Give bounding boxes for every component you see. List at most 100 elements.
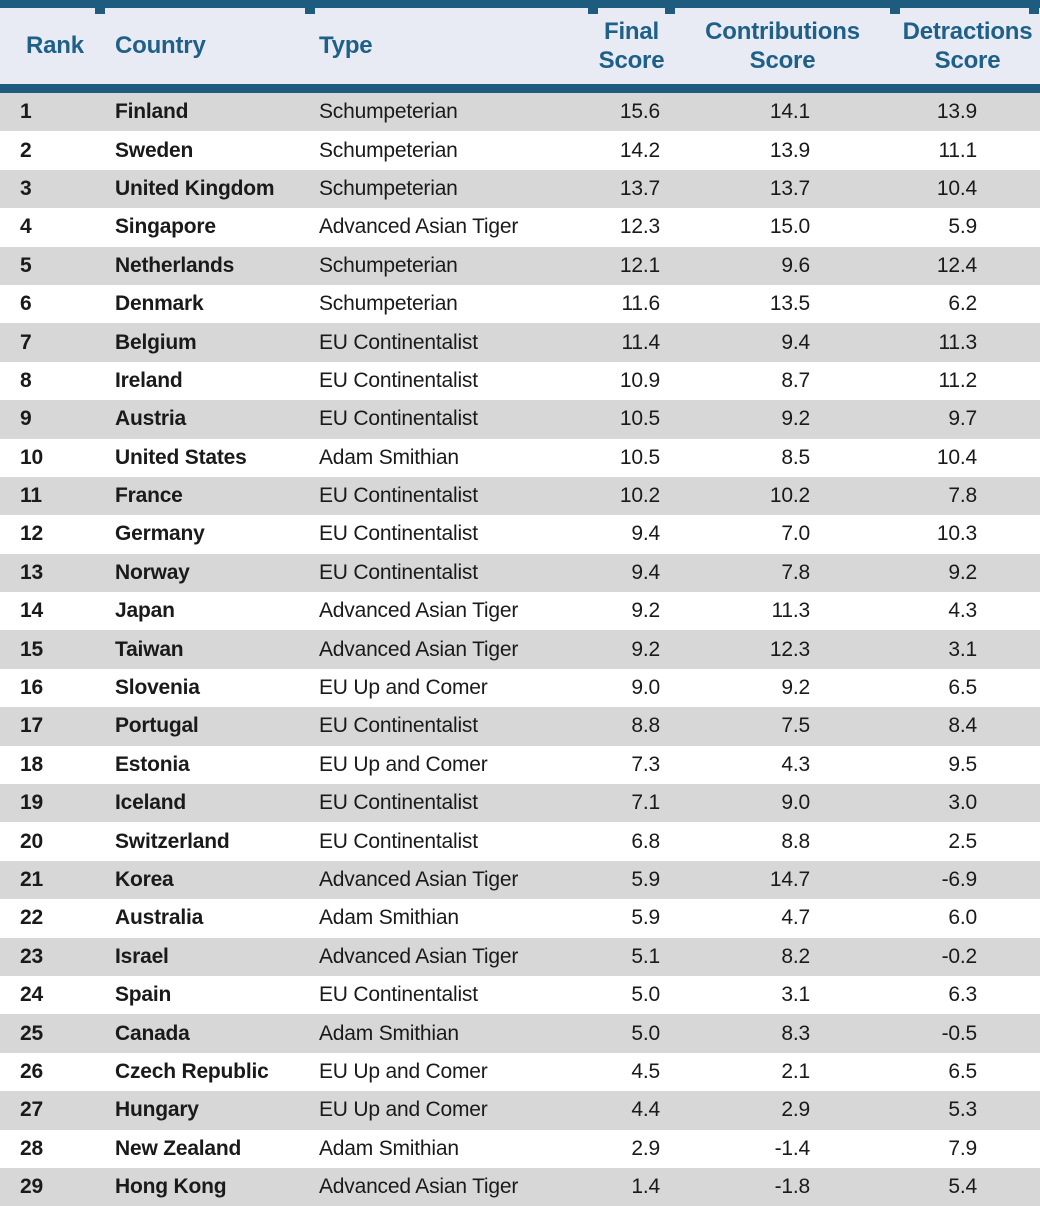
cell-type: Advanced Asian Tiger bbox=[319, 1175, 519, 1199]
table-row: 23 Israel Advanced Asian Tiger 5.1 8.2 -0.2 bbox=[0, 937, 1040, 976]
cell-type: Advanced Asian Tiger bbox=[319, 868, 519, 891]
table-row: 27 Hungary EU Up and Comer 4.4 2.9 5.3 bbox=[0, 1091, 1040, 1130]
cell-detractions: 8.4 bbox=[948, 714, 977, 738]
cell-country: Germany bbox=[115, 522, 205, 546]
cell-contributions: -1.8 bbox=[774, 1175, 811, 1199]
header-row: Rank Country Type Final Score Contributi… bbox=[0, 8, 1040, 93]
cell-contributions: 13.9 bbox=[769, 138, 810, 162]
cell-type: Schumpeterian bbox=[319, 100, 458, 124]
cell-country: Austria bbox=[115, 407, 186, 431]
cell-contributions: 8.5 bbox=[781, 445, 810, 469]
cell-final: 5.0 bbox=[631, 1021, 660, 1045]
cell-type: EU Up and Comer bbox=[319, 1059, 488, 1083]
cell-contributions: 14.7 bbox=[769, 868, 810, 891]
cell-rank: 13 bbox=[20, 560, 43, 584]
cell-contributions: 9.2 bbox=[781, 407, 810, 431]
table-row: 17 Portugal EU Continentalist 8.8 7.5 8.4 bbox=[0, 707, 1040, 746]
cell-type: Schumpeterian bbox=[319, 176, 458, 200]
cell-type: EU Continentalist bbox=[319, 330, 478, 354]
cell-country: United States bbox=[115, 445, 247, 469]
cell-final: 5.9 bbox=[631, 868, 660, 891]
cell-type: EU Continentalist bbox=[319, 484, 478, 508]
cell-final: 13.7 bbox=[619, 176, 660, 200]
cell-rank: 18 bbox=[20, 752, 43, 776]
cell-country: Netherlands bbox=[115, 253, 235, 277]
cell-country: United Kingdom bbox=[115, 176, 275, 200]
cell-rank: 4 bbox=[20, 215, 32, 239]
cell-contributions: 9.4 bbox=[781, 330, 810, 354]
cell-country: Finland bbox=[115, 100, 189, 124]
table-row: 3 United Kingdom Schumpeterian 13.7 13.7 10.4 bbox=[0, 169, 1040, 209]
cell-contributions: 8.8 bbox=[781, 829, 810, 853]
column-divider-tick bbox=[890, 8, 900, 14]
cell-contributions: 9.6 bbox=[781, 253, 810, 277]
header-contributions-score: Contributions Score bbox=[670, 8, 895, 93]
cell-rank: 24 bbox=[20, 983, 43, 1007]
cell-rank: 17 bbox=[20, 714, 43, 738]
cell-final: 9.2 bbox=[631, 599, 660, 623]
table-row: 4 Singapore Advanced Asian Tiger 12.3 15.0 5.… bbox=[0, 208, 1040, 247]
cell-country: Czech Republic bbox=[115, 1059, 269, 1083]
cell-contributions: 14.1 bbox=[769, 100, 810, 124]
cell-detractions: 13.9 bbox=[936, 100, 977, 124]
cell-country: Belgium bbox=[115, 330, 197, 354]
cell-detractions: 7.8 bbox=[948, 484, 977, 508]
cell-final: 5.9 bbox=[631, 906, 660, 930]
cell-final: 9.4 bbox=[631, 560, 660, 584]
cell-contributions: 4.7 bbox=[781, 906, 810, 930]
cell-contributions: -1.4 bbox=[774, 1136, 811, 1160]
header-type: Type bbox=[310, 8, 593, 93]
cell-detractions: 11.1 bbox=[938, 138, 977, 162]
cell-type: EU Continentalist bbox=[319, 368, 478, 392]
table-row: 2 Sweden Schumpeterian 14.2 13.9 11.1 bbox=[0, 131, 1040, 170]
cell-final: 10.9 bbox=[619, 368, 660, 392]
cell-country: Korea bbox=[115, 868, 174, 891]
cell-contributions: 8.7 bbox=[781, 368, 810, 392]
cell-detractions: -0.2 bbox=[941, 944, 978, 968]
cell-type: Advanced Asian Tiger bbox=[319, 599, 519, 623]
cell-final: 10.5 bbox=[619, 407, 660, 431]
cell-rank: 2 bbox=[20, 138, 32, 162]
cell-detractions: 3.1 bbox=[948, 637, 977, 661]
cell-country: Switzerland bbox=[115, 829, 230, 853]
cell-rank: 25 bbox=[20, 1021, 43, 1045]
cell-final: 9.2 bbox=[631, 637, 660, 661]
cell-contributions: 7.5 bbox=[781, 714, 810, 738]
cell-final: 14.2 bbox=[619, 138, 660, 162]
cell-final: 12.1 bbox=[619, 253, 660, 277]
cell-detractions: 5.4 bbox=[948, 1175, 977, 1199]
table-row: 14 Japan Advanced Asian Tiger 9.2 11.3 4.3 bbox=[0, 592, 1040, 631]
table-row: 22 Australia Adam Smithian 5.9 4.7 6.0 bbox=[0, 899, 1040, 938]
table-row: 25 Canada Adam Smithian 5.0 8.3 -0.5 bbox=[0, 1014, 1040, 1053]
cell-final: 4.4 bbox=[631, 1098, 660, 1122]
cell-final: 11.6 bbox=[621, 292, 660, 316]
cell-final: 7.1 bbox=[631, 791, 660, 815]
table-row: 10 United States Adam Smithian 10.5 8.5 10.4 bbox=[0, 438, 1040, 477]
cell-final: 11.4 bbox=[621, 330, 660, 354]
cell-rank: 12 bbox=[20, 522, 43, 546]
cell-final: 5.0 bbox=[631, 983, 660, 1007]
cell-type: EU Continentalist bbox=[319, 983, 478, 1007]
cell-country: Ireland bbox=[115, 368, 183, 392]
cell-country: Taiwan bbox=[115, 637, 184, 661]
cell-contributions: 9.2 bbox=[781, 676, 810, 700]
cell-rank: 15 bbox=[20, 637, 43, 661]
cell-detractions: 3.0 bbox=[948, 791, 977, 815]
cell-rank: 6 bbox=[20, 292, 32, 316]
header-country: Country bbox=[100, 8, 310, 93]
table-row: 13 Norway EU Continentalist 9.4 7.8 9.2 bbox=[0, 553, 1040, 593]
table-row: 5 Netherlands Schumpeterian 12.1 9.6 12.4 bbox=[0, 246, 1040, 285]
cell-final: 10.2 bbox=[619, 484, 660, 508]
table-row: 21 Korea Advanced Asian Tiger 5.9 14.7 -6.9 bbox=[0, 860, 1040, 900]
cell-contributions: 7.8 bbox=[781, 560, 810, 584]
cell-rank: 29 bbox=[20, 1175, 43, 1199]
table-row: 11 France EU Continentalist 10.2 10.2 7.8 bbox=[0, 476, 1040, 516]
cell-type: Advanced Asian Tiger bbox=[319, 637, 519, 661]
cell-final: 10.5 bbox=[619, 445, 660, 469]
table-row: 28 New Zealand Adam Smithian 2.9 -1.4 7.9 bbox=[0, 1129, 1040, 1168]
cell-detractions: 5.3 bbox=[948, 1098, 977, 1122]
table-row: 20 Switzerland EU Continentalist 6.8 8.8 2.5 bbox=[0, 822, 1040, 861]
cell-final: 1.4 bbox=[631, 1175, 660, 1199]
table-row: 9 Austria EU Continentalist 10.5 9.2 9.7 bbox=[0, 400, 1040, 439]
cell-final: 7.3 bbox=[631, 752, 660, 776]
